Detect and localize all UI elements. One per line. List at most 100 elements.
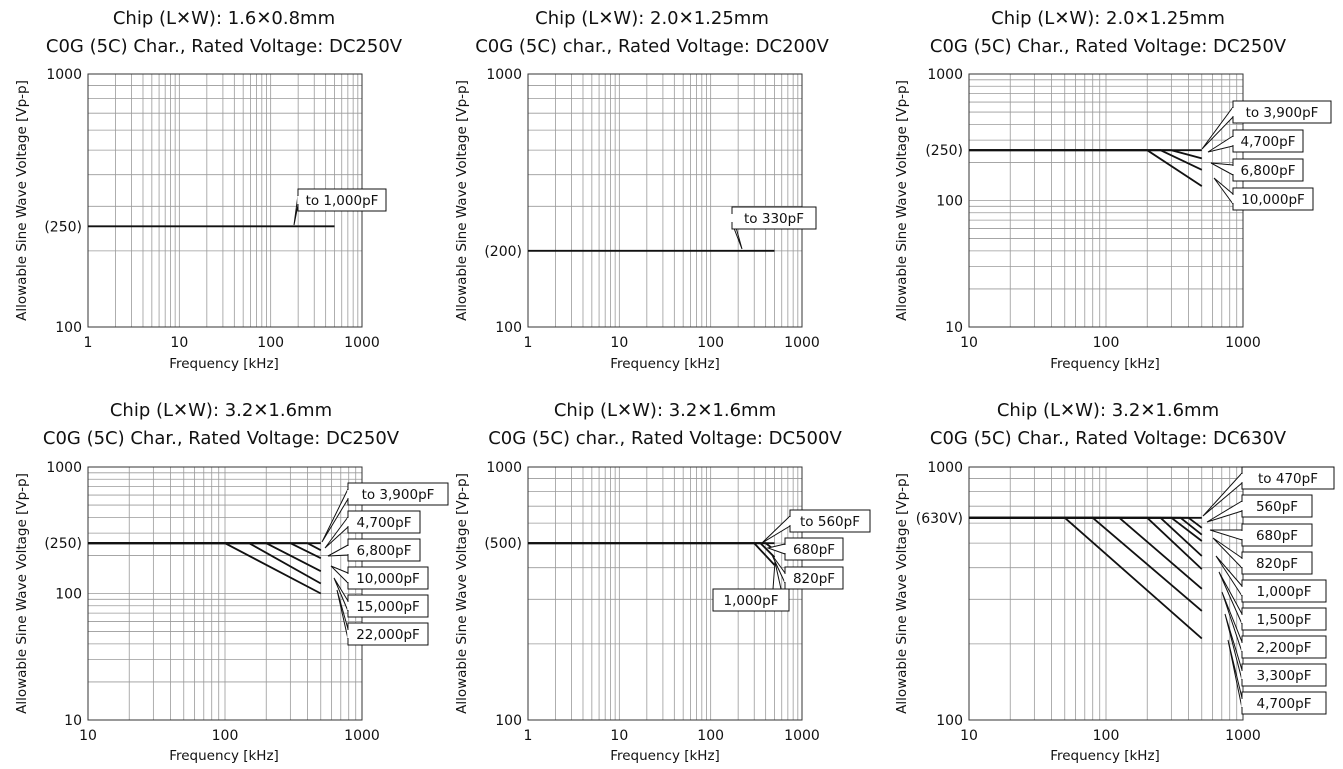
chart-title-line1: Chip (L✕W): 3.2✕1.6mm: [997, 400, 1219, 421]
callout-2: 560pF: [1206, 494, 1313, 523]
chart-panel-4: Chip (L✕W): 3.2✕1.6mm C0G (5C) Char., Rat…: [14, 400, 449, 764]
callout-label: 4,700pF: [1241, 134, 1296, 150]
chart-panel-1: Chip (L✕W): 1.6✕0.8mm C0G (5C) Char., Rat…: [14, 8, 403, 372]
callout-4: 10,000pF: [1213, 177, 1314, 211]
series-line-3: [969, 516, 1203, 536]
x-tick-label: 100: [697, 335, 724, 351]
callout-1: to 3,900pF: [1201, 100, 1332, 150]
callout-label: 4,700pF: [1257, 696, 1312, 712]
series-line-5: [88, 542, 322, 585]
callout-label: 6,800pF: [1241, 163, 1296, 179]
series-line-4: [88, 542, 322, 573]
x-tick-label: 10: [610, 728, 628, 744]
callout-pointer: [330, 565, 349, 585]
callout-label: to 1,000pF: [306, 193, 379, 209]
callout-label: to 3,900pF: [1246, 105, 1319, 121]
x-axis-label: Frequency [kHz]: [610, 356, 720, 372]
y-tick-label: 1000: [927, 460, 963, 476]
x-tick-label: 100: [1093, 728, 1120, 744]
callout-label: 6,800pF: [357, 543, 412, 559]
callout-label: to 470pF: [1258, 471, 1318, 487]
callout-pointer: [327, 544, 349, 557]
x-tick-label: 1: [524, 335, 533, 351]
x-axis-label: Frequency [kHz]: [169, 748, 279, 764]
y-tick-label: (500): [484, 536, 522, 552]
grid: [969, 467, 1243, 720]
y-tick-label: 100: [495, 713, 522, 729]
callout-2: 680pF: [766, 537, 844, 561]
grid: [528, 74, 802, 327]
callout-1: to 3,900pF: [321, 482, 449, 543]
y-tick-label: 1000: [46, 67, 82, 83]
series-line-4: [528, 542, 776, 566]
series-line-8: [969, 516, 1203, 612]
callout-8: 3,300pF: [1224, 613, 1327, 687]
plot-frame: [527, 73, 803, 328]
series-line-3: [528, 542, 776, 558]
chart-title-line1: Chip (L✕W): 1.6✕0.8mm: [113, 8, 335, 29]
x-tick-label: 1000: [784, 728, 820, 744]
callout-label: to 560pF: [800, 514, 860, 530]
x-tick-label: 1: [524, 728, 533, 744]
callout-label: 3,300pF: [1257, 668, 1312, 684]
y-tick-label: 10: [945, 320, 963, 336]
callout-1: to 1,000pF: [293, 188, 387, 226]
x-tick-label: 10: [960, 728, 978, 744]
y-tick-label: 10: [64, 713, 82, 729]
chart-title-line2: C0G (5C) Char., Rated Voltage: DC250V: [43, 428, 400, 449]
callout-9: 4,700pF: [1227, 639, 1327, 715]
callout-label: 1,000pF: [1257, 584, 1312, 600]
y-tick-label: 100: [936, 194, 963, 210]
y-tick-label: 100: [936, 713, 963, 729]
callout-label: 1,500pF: [1257, 612, 1312, 628]
callout-6: 22,000pF: [336, 589, 429, 646]
callout-label: 820pF: [1256, 556, 1298, 572]
callout-4: 1,000pF: [712, 561, 790, 612]
x-tick-label: 1000: [344, 728, 380, 744]
x-tick-label: 100: [212, 728, 239, 744]
y-tick-label: 100: [495, 320, 522, 336]
chart-panel-6: Chip (L✕W): 3.2✕1.6mm C0G (5C) Char., Rat…: [894, 400, 1335, 764]
callout-label: to 330pF: [744, 211, 804, 227]
x-tick-label: 10: [960, 335, 978, 351]
callout-label: 560pF: [1256, 499, 1298, 515]
callout-3: 6,800pF: [327, 538, 421, 562]
y-tick-label: 1000: [927, 67, 963, 83]
y-axis-label: Allowable Sine Wave Voltage [Vp-p]: [14, 473, 30, 714]
callout-4: 10,000pF: [330, 565, 429, 590]
callout-pointer: [1212, 537, 1243, 570]
chart-panel-2: Chip (L✕W): 2.0✕1.25mm C0G (5C) char., Ra…: [454, 8, 829, 372]
callout-3: 6,800pF: [1210, 158, 1304, 182]
y-axis-label: Allowable Sine Wave Voltage [Vp-p]: [14, 80, 30, 321]
chart-panel-3: Chip (L✕W): 2.0✕1.25mm C0G (5C) Char., Ra…: [894, 8, 1332, 372]
callout-box: [712, 588, 790, 612]
y-tick-label: 100: [55, 587, 82, 603]
y-tick-label: 1000: [46, 460, 82, 476]
x-tick-label: 1000: [784, 335, 820, 351]
callout-2: 4,700pF: [1207, 129, 1304, 153]
y-tick-label: (250): [44, 219, 82, 235]
x-axis-label: Frequency [kHz]: [610, 748, 720, 764]
x-tick-label: 100: [257, 335, 284, 351]
x-tick-label: 1: [84, 335, 93, 351]
y-tick-label: (200): [484, 244, 522, 260]
y-axis-label: Allowable Sine Wave Voltage [Vp-p]: [454, 473, 470, 714]
y-tick-label: (250): [925, 143, 963, 159]
callout-label: 2,200pF: [1257, 640, 1312, 656]
x-axis-label: Frequency [kHz]: [1050, 748, 1160, 764]
callout-label: 4,700pF: [357, 515, 412, 531]
callout-pointer: [1209, 529, 1243, 541]
callout-7: 2,200pF: [1221, 591, 1327, 659]
callout-label: 820pF: [793, 571, 835, 587]
callout-pointer: [324, 515, 349, 549]
chart-title-line1: Chip (L✕W): 3.2✕1.6mm: [110, 400, 332, 421]
callout-5: 1,000pF: [1215, 555, 1327, 603]
series-line-2: [88, 542, 322, 551]
chart-title-line1: Chip (L✕W): 2.0✕1.25mm: [991, 8, 1225, 29]
callout-label: 15,000pF: [356, 599, 420, 615]
series-line-6: [88, 542, 322, 595]
callout-label: 10,000pF: [1241, 192, 1305, 208]
plot-frame: [87, 466, 363, 721]
series-line-9: [969, 516, 1203, 640]
